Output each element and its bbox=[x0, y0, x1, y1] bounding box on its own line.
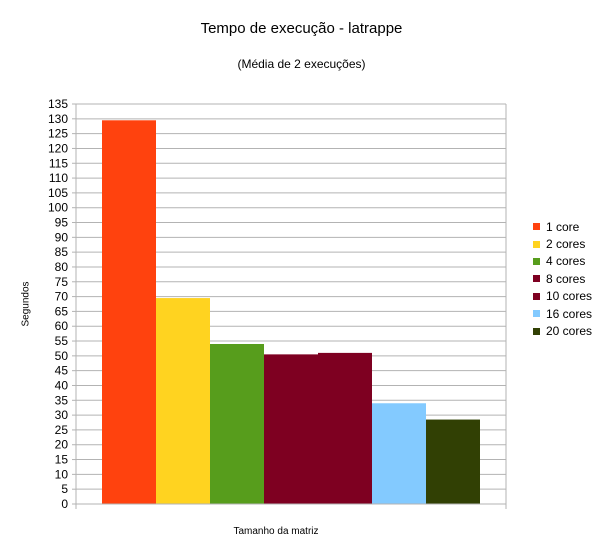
legend-label: 20 cores bbox=[546, 324, 593, 339]
legend-item: 8 cores bbox=[533, 270, 592, 287]
legend-item: 20 cores bbox=[533, 322, 592, 339]
legend-swatch bbox=[533, 292, 540, 300]
bar-2-cores bbox=[156, 298, 210, 504]
legend-swatch bbox=[533, 327, 540, 335]
bar-1-core bbox=[102, 120, 156, 504]
y-tick-label: 50 bbox=[55, 349, 69, 363]
y-axis-ticks: 0510152025303540455055606570758085909510… bbox=[48, 97, 76, 511]
legend-swatch bbox=[533, 275, 540, 283]
y-tick-label: 5 bbox=[61, 482, 68, 496]
x-axis-label: Tamanho da matriz bbox=[233, 526, 319, 537]
legend-item: 2 cores bbox=[533, 235, 592, 252]
legend-item: 4 cores bbox=[533, 253, 592, 270]
legend-label: 2 cores bbox=[546, 237, 586, 252]
bar-16-cores bbox=[372, 403, 426, 504]
axes bbox=[75, 104, 507, 509]
y-tick-label: 130 bbox=[48, 112, 68, 126]
y-tick-label: 65 bbox=[55, 304, 69, 318]
legend-label: 1 core bbox=[546, 219, 580, 234]
y-tick-label: 60 bbox=[55, 319, 69, 333]
legend-swatch bbox=[533, 240, 540, 248]
y-tick-label: 105 bbox=[48, 186, 68, 200]
legend-label: 8 cores bbox=[546, 271, 586, 286]
y-tick-label: 55 bbox=[55, 334, 69, 348]
y-tick-label: 30 bbox=[55, 408, 69, 422]
legend-swatch bbox=[533, 257, 540, 265]
y-tick-label: 90 bbox=[55, 230, 69, 244]
y-tick-label: 115 bbox=[49, 156, 68, 170]
legend-swatch bbox=[533, 223, 540, 231]
bar-8-cores bbox=[264, 354, 318, 504]
legend-item: 1 core bbox=[533, 218, 592, 235]
y-tick-label: 85 bbox=[55, 245, 69, 259]
y-tick-label: 20 bbox=[55, 438, 69, 452]
y-tick-label: 35 bbox=[55, 393, 69, 407]
y-tick-label: 45 bbox=[55, 364, 69, 378]
bars bbox=[102, 120, 480, 504]
chart-subtitle: (Média de 2 execuções) bbox=[237, 57, 366, 71]
bar-10-cores bbox=[318, 352, 372, 504]
y-tick-label: 25 bbox=[55, 423, 69, 437]
legend-swatch bbox=[533, 310, 540, 318]
y-tick-label: 120 bbox=[48, 141, 68, 155]
y-tick-label: 100 bbox=[48, 201, 68, 215]
y-tick-label: 80 bbox=[55, 260, 69, 274]
chart-title: Tempo de execução - latrappe bbox=[200, 20, 403, 37]
bar-20-cores bbox=[426, 419, 480, 504]
y-tick-label: 75 bbox=[55, 275, 69, 289]
y-tick-label: 135 bbox=[48, 97, 68, 111]
y-tick-label: 40 bbox=[55, 378, 69, 392]
legend-item: 16 cores bbox=[533, 305, 592, 322]
y-tick-label: 95 bbox=[55, 216, 69, 230]
y-tick-label: 70 bbox=[55, 290, 69, 304]
legend-label: 4 cores bbox=[546, 254, 586, 269]
y-tick-label: 10 bbox=[55, 467, 69, 481]
legend-item: 10 cores bbox=[533, 288, 592, 305]
bar-4-cores bbox=[210, 344, 264, 504]
y-tick-label: 0 bbox=[61, 497, 68, 511]
legend-label: 16 cores bbox=[546, 306, 593, 321]
legend-label: 10 cores bbox=[546, 289, 593, 304]
y-tick-label: 15 bbox=[55, 453, 69, 467]
legend: 1 core 2 cores 4 cores 8 cores 10 cores 16 co… bbox=[533, 218, 592, 340]
y-tick-label: 125 bbox=[48, 127, 68, 141]
y-tick-label: 110 bbox=[49, 171, 68, 185]
